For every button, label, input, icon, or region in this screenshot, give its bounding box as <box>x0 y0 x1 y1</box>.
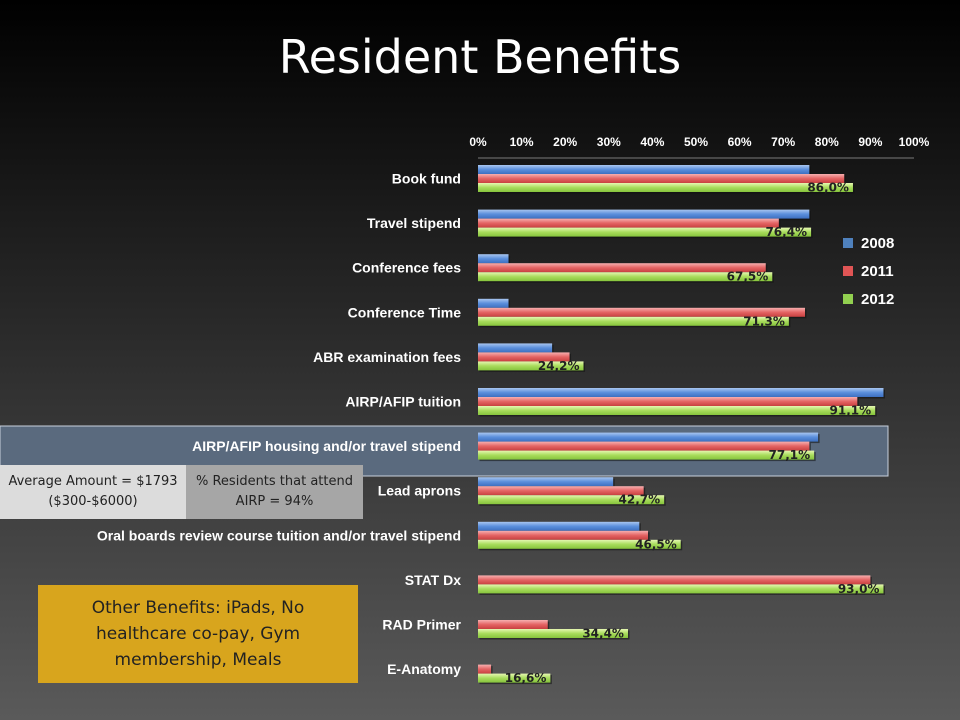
category-label: STAT Dx <box>405 572 461 588</box>
average-amount-note: Average Amount = $1793 ($300-$6000) <box>0 465 186 519</box>
bar-2008 <box>478 254 509 264</box>
category-label: ABR examination fees <box>313 349 461 365</box>
data-label-2012: 24,2% <box>538 359 580 373</box>
legend-label: 2008 <box>861 235 894 252</box>
bar-2008 <box>478 343 553 353</box>
bar-2011 <box>478 307 805 317</box>
legend-swatch-2011 <box>843 266 853 276</box>
other-benefits-box: Other Benefits: iPads, No healthcare co-… <box>38 585 358 683</box>
bar-2008 <box>478 477 614 487</box>
x-tick-label: 30% <box>597 135 621 149</box>
bar-2011 <box>478 397 858 406</box>
x-tick-label: 90% <box>858 135 882 149</box>
data-label-2012: 86,0% <box>807 181 849 195</box>
bar-2012 <box>478 673 551 683</box>
data-label-2012: 77,1% <box>769 448 811 462</box>
bar-2011 <box>478 530 649 540</box>
bar-2008 <box>478 165 810 174</box>
legend-swatch-2008 <box>843 238 853 248</box>
bar-2011 <box>478 575 871 585</box>
bar-2011 <box>478 174 845 183</box>
category-label: Lead aprons <box>378 483 461 499</box>
page-title: Resident Benefits <box>278 30 682 84</box>
data-label-2012: 42,7% <box>619 493 661 507</box>
x-tick-label: 40% <box>640 135 664 149</box>
category-label: Book fund <box>392 171 461 187</box>
bar-2008 <box>478 388 884 397</box>
bar-2011 <box>478 218 779 228</box>
x-tick-label: 80% <box>815 135 839 149</box>
category-label: E-Anatomy <box>387 661 461 677</box>
legend-label: 2012 <box>861 291 894 308</box>
bar-2012 <box>478 406 876 415</box>
bar-2011 <box>478 620 548 629</box>
x-tick-label: 50% <box>684 135 708 149</box>
legend-swatch-2012 <box>843 294 853 304</box>
data-label-2012: 71,3% <box>743 314 785 328</box>
bar-2008 <box>478 521 640 531</box>
x-tick-label: 60% <box>728 135 752 149</box>
bar-2012 <box>478 539 681 549</box>
data-label-2012: 67,5% <box>727 270 769 284</box>
category-label: AIRP/AFIP tuition <box>345 394 461 410</box>
bar-2012 <box>478 361 584 371</box>
category-label: Conference fees <box>352 260 461 276</box>
data-label-2012: 76,4% <box>765 225 807 239</box>
bar-2011 <box>478 486 644 496</box>
bar-2011 <box>478 352 570 362</box>
bar-2012 <box>478 227 812 237</box>
bar-2011 <box>478 441 810 451</box>
x-tick-label: 70% <box>771 135 795 149</box>
x-tick-label: 10% <box>510 135 534 149</box>
bar-2012 <box>478 272 773 282</box>
bar-2008 <box>478 432 819 442</box>
airp-attendance-note: % Residents that attend AIRP = 94% <box>186 465 363 519</box>
bar-2012 <box>478 316 789 326</box>
bar-2012 <box>478 495 665 505</box>
data-label-2012: 16,6% <box>505 671 547 685</box>
category-label: Oral boards review course tuition and/or… <box>97 527 461 543</box>
category-label: Conference Time <box>348 304 462 320</box>
bar-2012 <box>478 450 815 460</box>
bar-2011 <box>478 263 766 273</box>
bar-2008 <box>478 298 509 308</box>
category-label: RAD Primer <box>382 617 461 633</box>
bar-2012 <box>478 584 884 594</box>
x-tick-label: 0% <box>469 135 487 149</box>
data-label-2012: 46,5% <box>635 537 677 551</box>
legend-label: 2011 <box>861 263 894 280</box>
data-label-2012: 91,1% <box>830 404 872 418</box>
data-label-2012: 93,0% <box>838 582 880 596</box>
x-tick-label: 100% <box>899 135 930 149</box>
bar-2012 <box>478 629 628 638</box>
x-tick-label: 20% <box>553 135 577 149</box>
bar-2012 <box>478 183 853 192</box>
category-label: Travel stipend <box>367 215 461 231</box>
data-label-2012: 34,4% <box>582 627 624 641</box>
category-label: AIRP/AFIP housing and/or travel stipend <box>192 438 461 454</box>
bar-2011 <box>478 664 492 674</box>
bar-2008 <box>478 209 810 219</box>
